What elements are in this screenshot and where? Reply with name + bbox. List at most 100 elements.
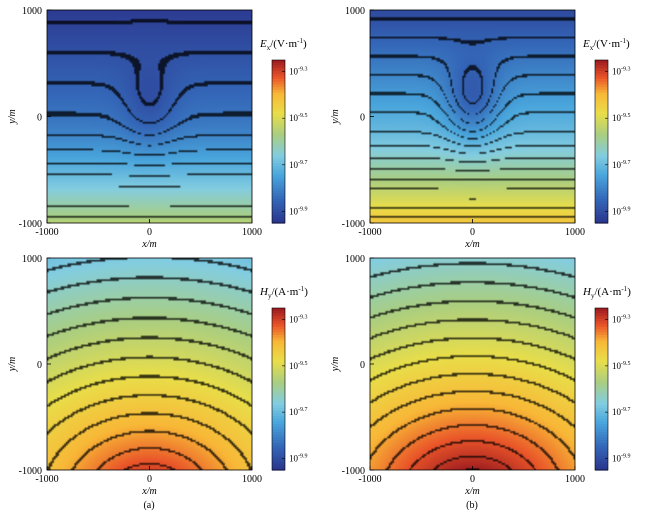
colorbar-segment [595, 133, 608, 137]
colorbar-segment [595, 380, 608, 385]
colorbar-segment [595, 445, 608, 449]
colorbar-segment [272, 184, 285, 189]
colorbar-segment [595, 459, 608, 463]
y-tick-label: 0 [360, 360, 365, 371]
colorbar-segment [272, 445, 285, 449]
colorbar-segment [595, 421, 608, 425]
colorbar-segment [595, 389, 608, 393]
colorbar-segment [595, 179, 608, 183]
colorbar-segment [595, 76, 608, 80]
colorbar-segment [272, 60, 285, 64]
x-tick-label: 0 [147, 474, 152, 485]
heatmap-field [47, 10, 252, 223]
colorbar-segment [272, 432, 285, 436]
colorbar-segment [272, 375, 285, 379]
colorbar-segment [595, 65, 608, 69]
colorbar-segment [595, 424, 608, 428]
y-tick-label: 1000 [22, 6, 42, 17]
chart-panel-2: -1000 0 1000 -1000 0 1000 x/m y/m 10-9.3 10-9.5 10… [330, 6, 631, 250]
colorbar-segment [595, 464, 608, 468]
colorbar-segment [595, 416, 608, 420]
colorbar-segment [595, 313, 608, 317]
y-tick-label: 1000 [22, 254, 42, 265]
colorbar-segment [272, 81, 285, 86]
colorbar-segment [595, 456, 608, 460]
colorbar-segment [595, 68, 608, 72]
colorbar-segment [272, 201, 285, 205]
colorbar-segment [595, 165, 608, 170]
colorbar-segment [595, 130, 608, 134]
colorbar-segment [272, 461, 285, 466]
x-tick-label: 0 [470, 474, 475, 485]
colorbar-segment [272, 87, 285, 91]
heatmap-field [370, 10, 575, 223]
colorbar-segment [272, 456, 285, 460]
colorbar-segment [272, 65, 285, 69]
colorbar-segment [272, 345, 285, 350]
colorbar-title: Ex/(V·m-1) [582, 37, 630, 52]
x-tick-label: 0 [470, 227, 475, 238]
colorbar-segment [595, 122, 608, 126]
colorbar-segment [272, 418, 285, 422]
colorbar-segment [595, 353, 608, 358]
colorbar-segment [272, 84, 285, 88]
colorbar-segment [595, 461, 608, 466]
x-tick-label: 1000 [565, 474, 585, 485]
colorbar-segment [272, 108, 285, 113]
colorbar-segment [272, 367, 285, 371]
y-tick-label: -1000 [342, 466, 365, 477]
colorbar-segment [595, 440, 608, 444]
colorbar-segment [272, 448, 285, 452]
colorbar-segment [595, 174, 608, 178]
colorbar-frame [271, 307, 286, 471]
colorbar-segment [272, 399, 285, 404]
colorbar-segment [272, 467, 285, 471]
colorbar-segment [272, 138, 285, 143]
colorbar-segment [272, 127, 285, 132]
colorbar-segment [272, 337, 285, 341]
colorbar-segment [272, 168, 285, 172]
colorbar-segment [272, 174, 285, 178]
colorbar-segment [595, 405, 608, 409]
colorbar-segment [595, 155, 608, 159]
colorbar-segment [595, 391, 608, 395]
colorbar-segment [272, 119, 285, 124]
colorbar-tick-label: 10-9.9 [289, 206, 308, 216]
colorbar-segment [272, 130, 285, 134]
colorbar-segment [272, 383, 285, 387]
colorbar-segment [272, 206, 285, 211]
colorbar-segment [595, 375, 608, 379]
colorbar-segment [595, 87, 608, 91]
colorbar-segment [595, 209, 608, 213]
colorbar-segment [595, 70, 608, 75]
colorbar-tick-label: 10-9.3 [289, 67, 308, 77]
colorbar-segment [272, 95, 285, 99]
colorbar-segment [595, 206, 608, 211]
colorbar-segment [272, 133, 285, 137]
x-tick-label: 1000 [565, 227, 585, 238]
colorbar-frame [271, 59, 286, 224]
colorbar-tick-label: 10-9.9 [289, 453, 308, 463]
colorbar-segment [595, 467, 608, 471]
colorbar-segment [272, 318, 285, 323]
colorbar-segment [595, 198, 608, 202]
colorbar-segment [272, 125, 285, 129]
colorbar-segment [595, 157, 608, 162]
colorbar-segment [595, 362, 608, 366]
colorbar-segment [595, 125, 608, 129]
colorbar-segment [595, 321, 608, 325]
x-tick-label: 1000 [242, 227, 262, 238]
colorbar-tick-label: 10-9.5 [612, 361, 631, 371]
colorbar-segment [272, 380, 285, 385]
colorbar-segment [595, 103, 608, 107]
x-axis-label: x/m [464, 486, 479, 497]
colorbar-segment [272, 359, 285, 363]
colorbar-tick-label: 10-9.5 [289, 113, 308, 123]
colorbar-segment [595, 335, 608, 339]
colorbar-segment [595, 364, 608, 368]
colorbar-segment [272, 353, 285, 358]
colorbar-segment [272, 351, 285, 355]
colorbar-tick-label: 10-9.3 [289, 315, 308, 325]
colorbar-segment [272, 203, 285, 208]
colorbar-segment [272, 73, 285, 77]
